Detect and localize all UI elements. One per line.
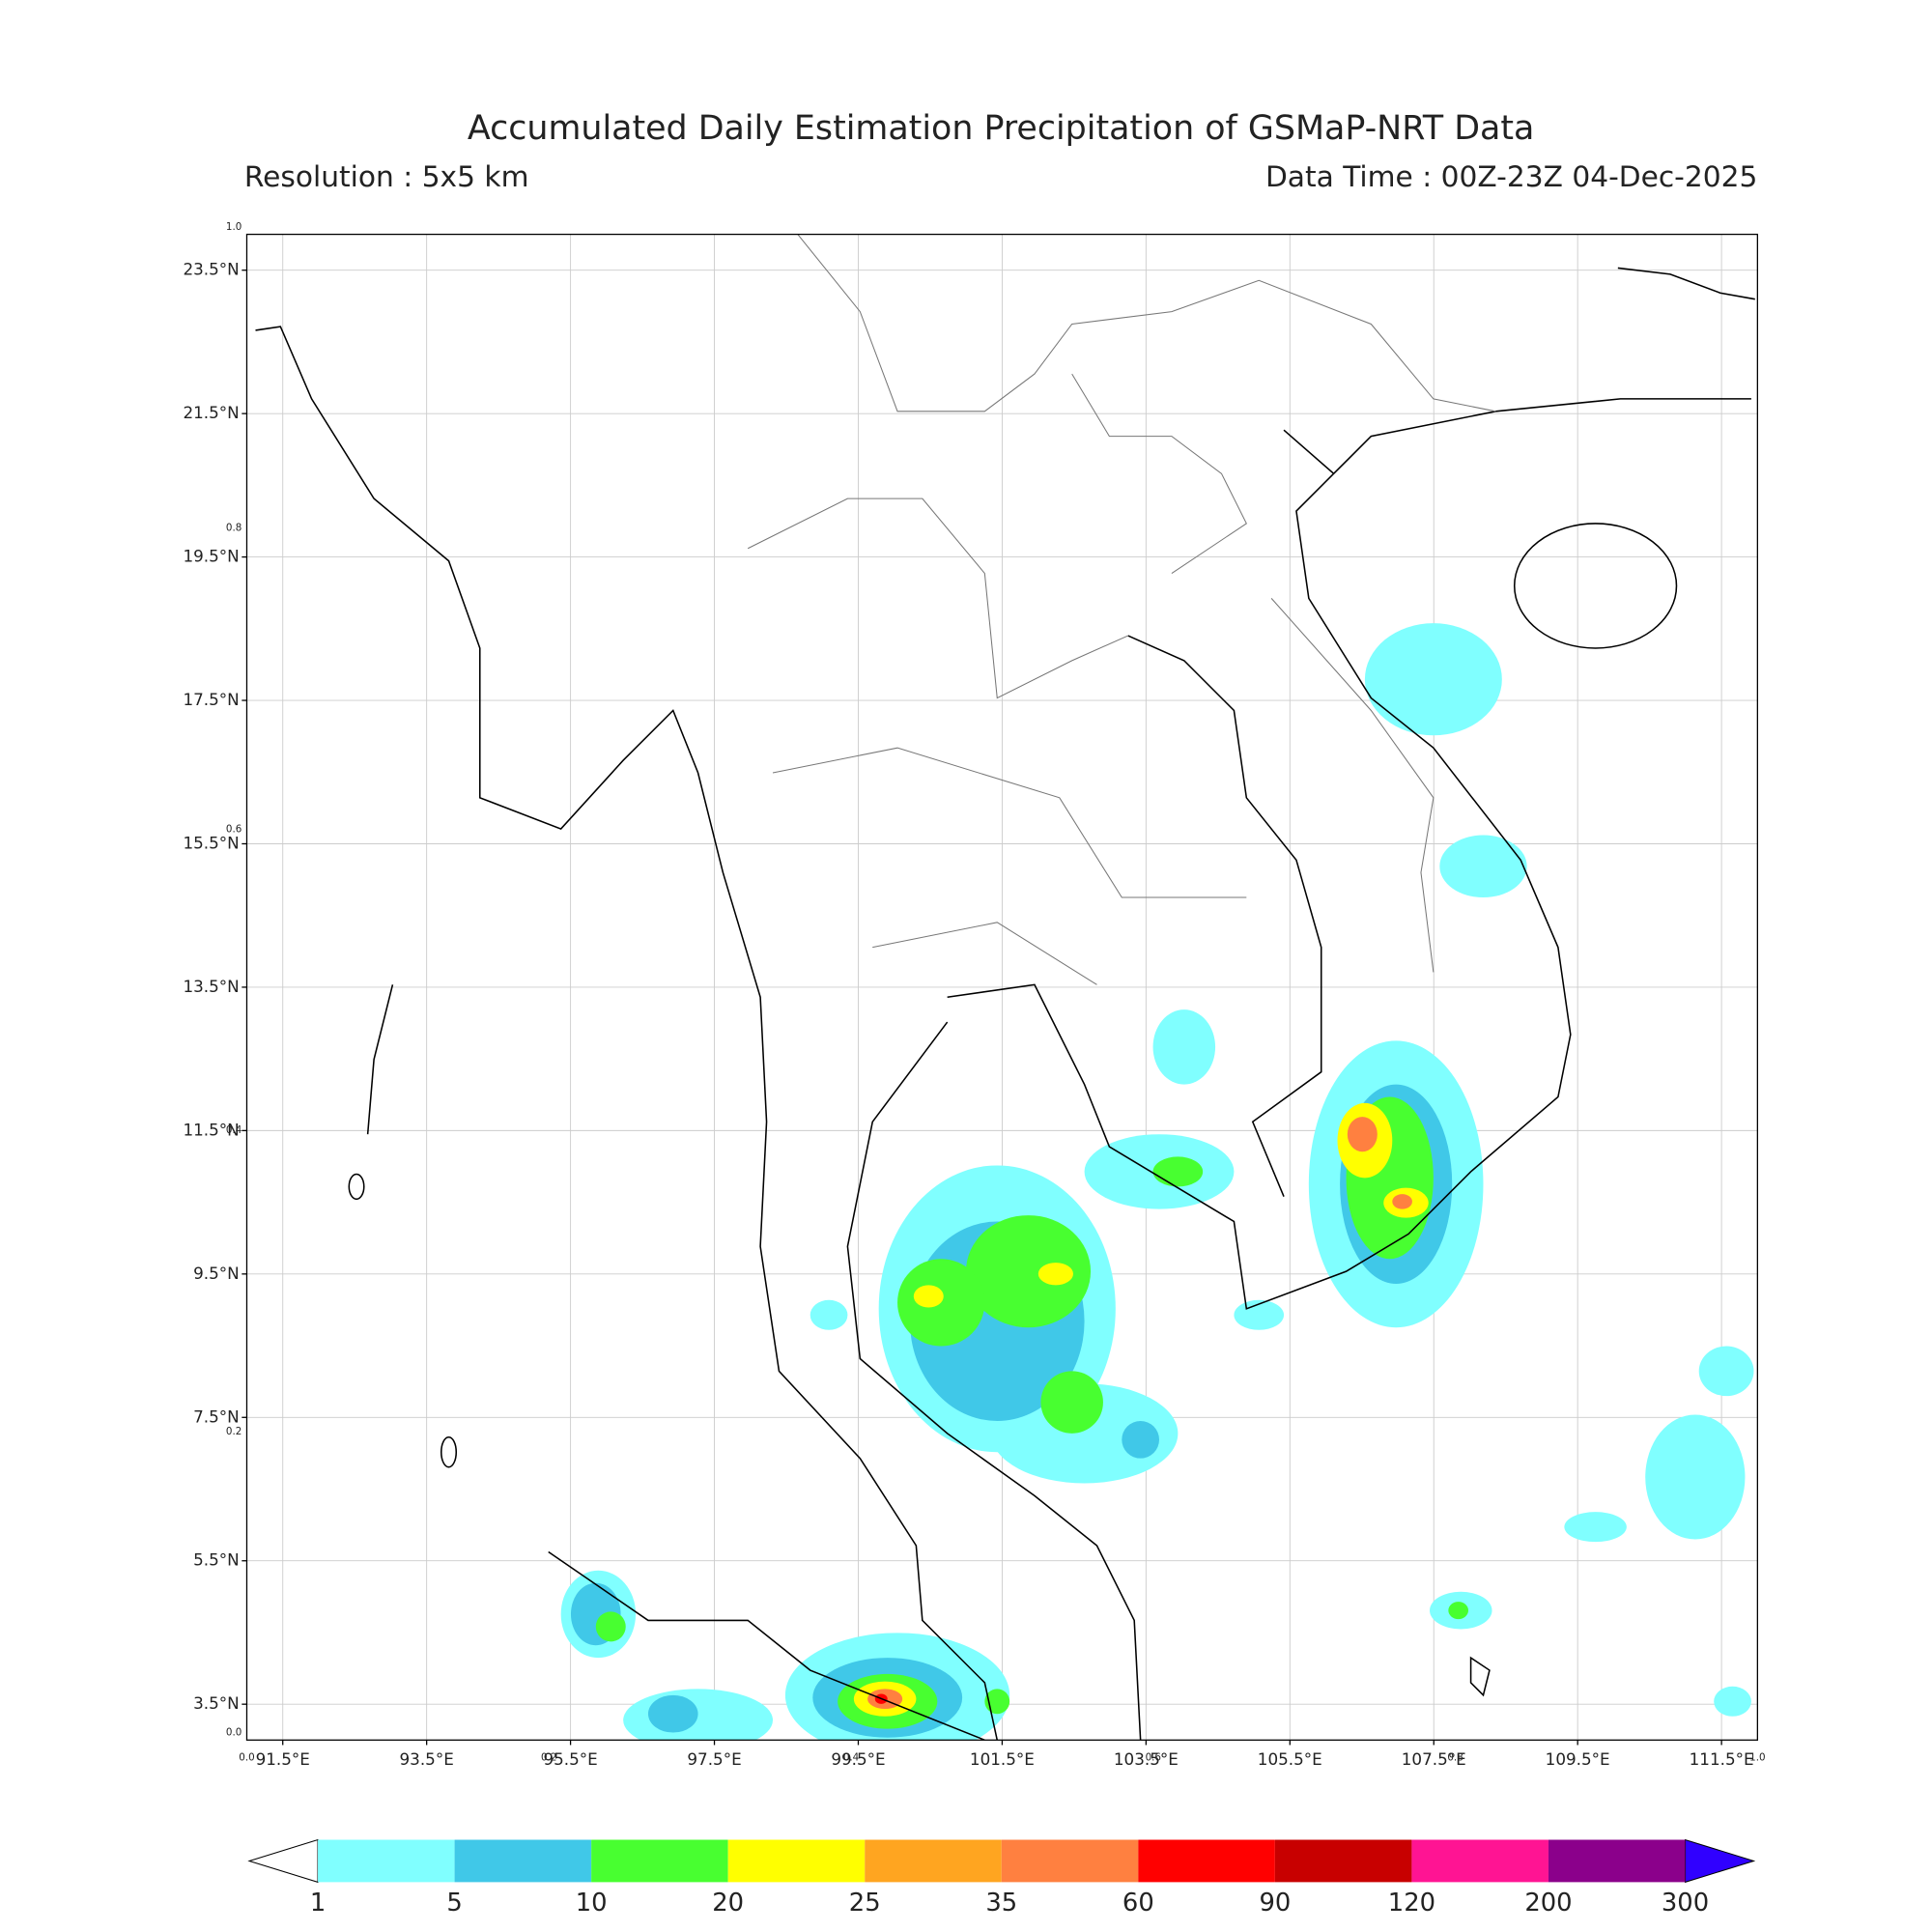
lon-tick-label: 107.5°E [1402, 1749, 1466, 1769]
ticks: 91.5°E 93.5°E 95.5°E 97.5°E 99.5°E 101.5°E 103… [183, 221, 1765, 1769]
colorbar-label: 1 [310, 1889, 326, 1918]
colorbar-label: 35 [985, 1889, 1017, 1918]
frame-tick-label: 0.0 [226, 1727, 242, 1739]
colorbar-label: 200 [1524, 1889, 1572, 1918]
lat-tick-label: 9.5°N [193, 1264, 240, 1283]
colorbar-label: 300 [1662, 1889, 1709, 1918]
lon-tick-label: 93.5°E [400, 1749, 454, 1769]
lat-tick-label: 13.5°N [183, 977, 239, 996]
data-time: Data Time : 00Z-23Z 04-Dec-2025 [1265, 159, 1757, 193]
colorbar-box [591, 1839, 728, 1883]
colorbar-box [1411, 1839, 1548, 1883]
lat-tick-label: 19.5°N [183, 547, 239, 566]
lat-tick-label: 15.5°N [183, 833, 239, 852]
frame-tick-label: 0.2 [226, 1426, 242, 1437]
lat-tick-label: 21.5°N [183, 403, 239, 422]
lat-tick-label: 3.5°N [193, 1693, 240, 1713]
colorbar-box [318, 1839, 455, 1883]
colorbar-label: 25 [849, 1889, 881, 1918]
colorbar: 1 5 10 20 25 35 60 90 120 200 300 [247, 1838, 1756, 1918]
colorbar-over [1684, 1838, 1756, 1884]
lon-tick-label: 109.5°E [1546, 1749, 1610, 1769]
frame-tick-label: 0.4 [843, 1751, 859, 1763]
frame-tick-label: 0.8 [1447, 1751, 1463, 1763]
grid [246, 234, 1758, 1741]
lon-tick-label: 95.5°E [543, 1749, 597, 1769]
colorbar-label: 120 [1388, 1889, 1435, 1918]
lon-tick-label: 105.5°E [1258, 1749, 1322, 1769]
colorbar-label: 10 [576, 1889, 608, 1918]
colorbar-box [1274, 1839, 1412, 1883]
colorbar-label: 90 [1259, 1889, 1291, 1918]
lat-tick-label: 23.5°N [183, 260, 239, 279]
frame-tick-label: 0.8 [226, 523, 242, 534]
colorbar-box [454, 1839, 592, 1883]
colorbar-label: 5 [446, 1889, 462, 1918]
frame-tick-label: 1.0 [226, 221, 242, 233]
lon-tick-label: 101.5°E [970, 1749, 1035, 1769]
frame-tick-label: 0.2 [541, 1751, 556, 1763]
title: Accumulated Daily Estimation Precipitati… [468, 109, 1535, 148]
resolution: Resolution : 5x5 km [244, 159, 529, 193]
frame-tick-label: 0.6 [1146, 1751, 1161, 1763]
coastlines [255, 234, 1755, 1741]
frame-tick-label: 1.0 [1749, 1751, 1765, 1763]
colorbar-label: 60 [1122, 1889, 1154, 1918]
colorbar-box [727, 1839, 866, 1883]
frame-tick-label: 0.0 [239, 1751, 254, 1763]
lat-tick-label: 11.5°N [183, 1120, 239, 1139]
frame-tick-label: 0.4 [226, 1124, 242, 1136]
lat-tick-label: 5.5°N [193, 1550, 240, 1570]
frame-tick-label: 0.6 [226, 823, 242, 835]
colorbar-under [247, 1838, 319, 1884]
colorbar-box [1548, 1839, 1686, 1883]
lon-tick-label: 97.5°E [687, 1749, 741, 1769]
lon-tick-label: 91.5°E [256, 1749, 310, 1769]
colorbar-box [865, 1839, 1002, 1883]
precip [560, 623, 1754, 1741]
lon-tick-label: 103.5°E [1114, 1749, 1179, 1769]
colorbar-box [1001, 1839, 1139, 1883]
lat-tick-label: 7.5°N [193, 1406, 240, 1426]
lat-tick-label: 17.5°N [183, 690, 239, 709]
lon-tick-label: 99.5°E [831, 1749, 885, 1769]
colorbar-label: 20 [712, 1889, 744, 1918]
colorbar-box [1138, 1839, 1275, 1883]
lon-tick-label: 111.5°E [1690, 1749, 1754, 1769]
